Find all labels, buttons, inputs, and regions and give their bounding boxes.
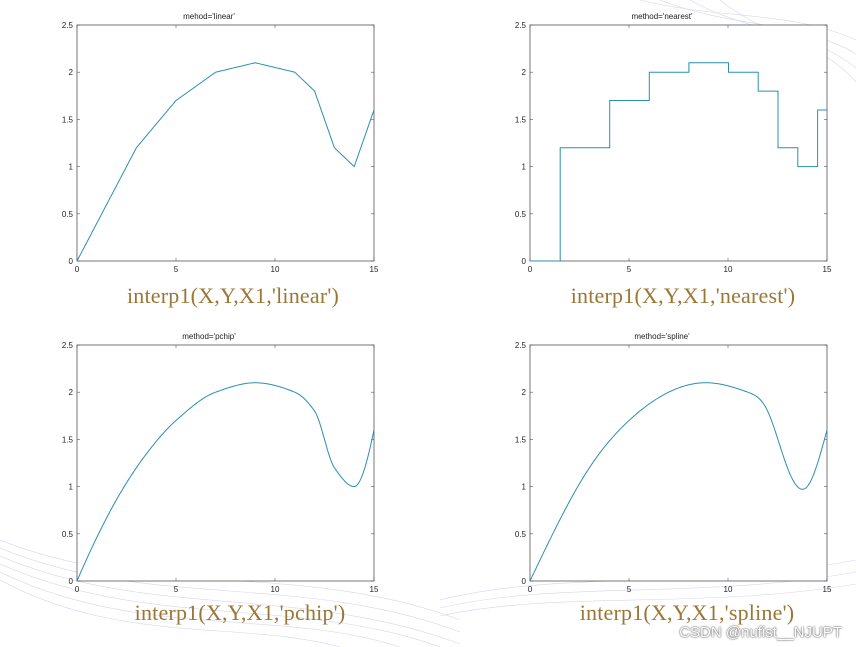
y-tick-label: 1.5 <box>515 435 527 444</box>
y-tick-label: 1.5 <box>62 435 74 444</box>
plot-area: 0 0.5 1 1.5 2 2.5 0 5 10 15 <box>62 21 379 274</box>
x-tick-label: 15 <box>823 265 832 274</box>
caption-nearest: interp1(X,Y,X1,'nearest') <box>570 283 796 308</box>
y-tick-label: 0.5 <box>515 530 527 539</box>
y-tick-label: 1 <box>522 163 527 172</box>
y-tick-label: 2.5 <box>62 341 74 350</box>
x-tick-label: 10 <box>271 585 280 594</box>
x-tick-label: 15 <box>370 585 379 594</box>
subplot-title: mehod='linear' <box>183 12 235 21</box>
x-tick-label: 10 <box>724 585 733 594</box>
x-tick-label: 0 <box>75 265 80 274</box>
y-tick-label: 2 <box>69 68 74 77</box>
y-tick-label: 2.5 <box>515 21 527 30</box>
y-tick-label: 1.5 <box>515 115 527 124</box>
caption-pchip: interp1(X,Y,X1,'pchip') <box>134 600 346 625</box>
y-tick-label: 2.5 <box>515 341 527 350</box>
y-tick-label: 2 <box>522 388 527 397</box>
plot-area: 0 0.5 1 1.5 2 2.5 0 5 10 15 <box>515 341 832 594</box>
x-tick-label: 15 <box>370 265 379 274</box>
x-tick-label: 10 <box>724 265 733 274</box>
y-tick-label: 0 <box>69 257 74 266</box>
x-tick-label: 0 <box>528 585 533 594</box>
subplot-title: method='nearest' <box>631 12 693 21</box>
series-line <box>76 382 375 582</box>
subplot-nearest: method='nearest' 0 0.5 1 1.5 2 2.5 0 5 10 15 <box>497 12 832 289</box>
y-tick-label: 0.5 <box>62 210 74 219</box>
x-tick-label: 5 <box>174 585 179 594</box>
caption-linear: interp1(X,Y,X1,'linear') <box>126 283 340 308</box>
plot-area: 0 0.5 1 1.5 2 2.5 0 5 10 15 <box>515 21 832 274</box>
y-tick-label: 0.5 <box>62 530 74 539</box>
series-line <box>529 382 828 582</box>
axes-box <box>76 344 375 582</box>
subplot-title: method='pchip' <box>182 332 236 341</box>
x-tick-label: 0 <box>528 265 533 274</box>
y-tick-label: 0.5 <box>515 210 527 219</box>
y-tick-label: 1 <box>69 163 74 172</box>
x-tick-label: 5 <box>174 265 179 274</box>
y-tick-label: 2.5 <box>62 21 74 30</box>
y-tick-label: 1 <box>522 483 527 492</box>
y-tick-label: 1 <box>69 483 74 492</box>
watermark: CSDN @nufist__NJUPT <box>679 624 842 641</box>
y-tick-label: 1.5 <box>62 115 74 124</box>
x-tick-label: 15 <box>823 585 832 594</box>
y-tick-label: 2 <box>522 68 527 77</box>
plot-area: 0 0.5 1 1.5 2 2.5 0 5 10 15 <box>62 341 379 594</box>
y-tick-label: 2 <box>69 388 74 397</box>
series-line <box>530 62 827 262</box>
x-tick-label: 10 <box>271 265 280 274</box>
x-tick-label: 0 <box>75 585 80 594</box>
x-tick-label: 5 <box>627 265 632 274</box>
series-line <box>76 62 375 262</box>
axes-box <box>529 24 828 262</box>
subplot-spline: method='spline' 0 0.5 1 1.5 2 2.5 0 5 10 15 <box>497 332 832 609</box>
y-tick-label: 0 <box>522 577 527 586</box>
x-tick-label: 5 <box>627 585 632 594</box>
axes-box <box>76 24 375 262</box>
subplot-title: method='spline' <box>634 332 690 341</box>
axes-box <box>529 344 828 582</box>
caption-spline: interp1(X,Y,X1,'spline') <box>579 600 795 625</box>
y-tick-label: 0 <box>69 577 74 586</box>
subplot-linear: mehod='linear' 0 0.5 1 1.5 2 2.5 0 5 10 15 <box>44 12 379 289</box>
subplot-pchip: method='pchip' 0 0.5 1 1.5 2 2.5 0 5 10 15 <box>44 332 379 609</box>
y-tick-label: 0 <box>522 257 527 266</box>
